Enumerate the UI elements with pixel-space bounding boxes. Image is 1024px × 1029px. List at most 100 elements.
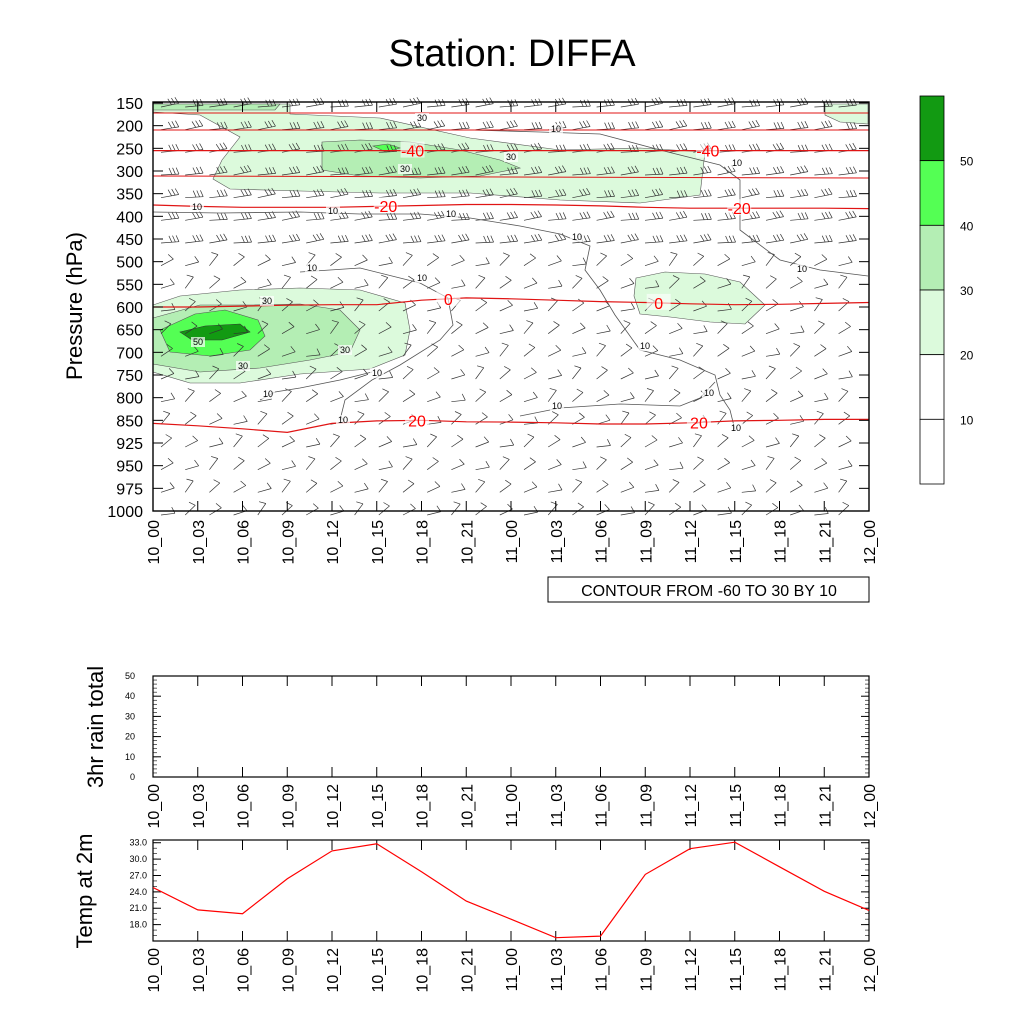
wind-barb <box>233 212 252 221</box>
wind-barb <box>814 234 833 244</box>
wind-barb <box>523 433 535 448</box>
wind-barb <box>547 388 557 402</box>
wind-barb <box>427 119 446 131</box>
wind-barb <box>281 233 301 244</box>
temperature-label: -20 <box>728 201 751 218</box>
wind-barb <box>426 433 437 448</box>
wind-barb <box>354 320 366 334</box>
wind-barb <box>209 275 221 289</box>
wind-barb <box>620 481 635 493</box>
wind-barb <box>669 437 683 448</box>
wind-barb <box>669 322 683 334</box>
wind-barb <box>523 320 534 334</box>
wind-barb <box>669 461 684 471</box>
wind-barb <box>475 478 486 493</box>
wind-barb <box>669 98 688 108</box>
wind-barb <box>427 98 446 108</box>
speed-label: 10 <box>797 264 807 274</box>
wind-barb <box>644 459 659 470</box>
time-tick-label: 10_12 <box>325 784 342 829</box>
wind-barb <box>499 166 519 176</box>
wind-barb <box>378 502 390 516</box>
pressure-tick-label: 700 <box>116 345 143 362</box>
wind-barb <box>426 457 439 470</box>
wind-barb <box>209 121 228 131</box>
time-tick-label: 11_12 <box>683 784 700 827</box>
wind-barb <box>669 166 688 176</box>
wind-barb <box>475 188 494 199</box>
speed-label: 10 <box>732 158 742 168</box>
pressure-tick-label: 550 <box>116 277 143 294</box>
wind-barb <box>233 343 244 357</box>
speed-label: 30 <box>506 152 516 162</box>
speed-isoline <box>519 381 716 417</box>
wind-barb <box>814 344 827 357</box>
temperature-label-bg <box>646 293 671 310</box>
wind-barb <box>717 235 736 244</box>
wind-barb <box>765 323 780 334</box>
wind-barb <box>475 120 494 131</box>
colorbar-swatch <box>919 289 945 356</box>
wind-barb <box>499 342 509 357</box>
wind-barb <box>306 413 320 425</box>
wind-barb <box>572 502 584 516</box>
time-tick-label: 11_00 <box>504 948 521 991</box>
time-axis-top: 10_00 10_03 10_06 10_09 10_12 10_15 10_18 10_21… <box>146 102 879 565</box>
wind-barb <box>305 365 317 380</box>
wind-barb <box>644 321 657 334</box>
wind-barb <box>281 166 301 176</box>
wind-barb <box>523 210 542 221</box>
wind-barb <box>281 346 296 357</box>
wind-barb <box>402 456 413 470</box>
wind-barb <box>281 435 295 448</box>
wind-barb <box>354 297 364 312</box>
wind-barb <box>306 165 325 176</box>
speed-label: 10 <box>572 232 582 242</box>
wind-barb <box>717 188 736 199</box>
wind-barb <box>620 410 630 425</box>
speed-label-bg <box>702 388 716 398</box>
wind-barb <box>426 343 439 357</box>
speed-label: 10 <box>640 341 650 351</box>
wind-barb <box>354 234 373 244</box>
wind-barb <box>257 211 276 221</box>
speed-label-bg <box>729 423 743 433</box>
wind-barb <box>475 257 490 267</box>
wind-barb <box>596 324 611 335</box>
wind-barb <box>789 343 801 357</box>
pressure-tick-label: 1000 <box>107 504 143 521</box>
wind-barb <box>523 233 543 244</box>
temp2m-panel: 18.0 21.0 24.0 27.0 30.0 33.0 10_00 10_03 10_06 1… <box>72 834 879 993</box>
temp2m-ytick-label: 30.0 <box>129 854 147 864</box>
wind-barb <box>548 345 562 357</box>
wind-barb <box>330 99 349 108</box>
wind-barb <box>305 456 316 470</box>
wind-barb <box>620 189 640 199</box>
wind-barb <box>427 190 446 199</box>
wind-barb <box>209 212 228 221</box>
speed-label: 10 <box>328 206 338 216</box>
wind-barb <box>693 433 702 448</box>
colorbar-label: 30 <box>960 284 974 298</box>
time-tick-label: 10_18 <box>415 520 432 565</box>
wind-barb <box>523 391 538 403</box>
speed-label: 10 <box>551 124 561 134</box>
wind-barb <box>499 120 518 131</box>
temp2m-frame <box>152 839 870 942</box>
wind-barb <box>209 503 222 516</box>
temp2m-ytick-label: 33.0 <box>129 838 147 848</box>
pressure-tick-label: 350 <box>116 187 143 204</box>
wind-barb <box>547 321 560 334</box>
wind-barb <box>741 435 755 448</box>
wind-barb <box>257 278 272 289</box>
temperature-label: -40 <box>401 144 424 161</box>
wind-barb <box>160 278 175 289</box>
wind-barb <box>548 233 567 244</box>
speed-label-bg <box>336 415 350 425</box>
speed-label: 30 <box>340 345 350 355</box>
wind-barb <box>402 479 415 493</box>
wind-barb <box>838 256 853 267</box>
colorbar-label: 40 <box>960 219 974 233</box>
wind-barb <box>306 212 325 221</box>
rain-axes: 0 10 20 30 40 50 10_00 10_03 10_06 10_09 10_12 10_1… <box>125 671 879 829</box>
